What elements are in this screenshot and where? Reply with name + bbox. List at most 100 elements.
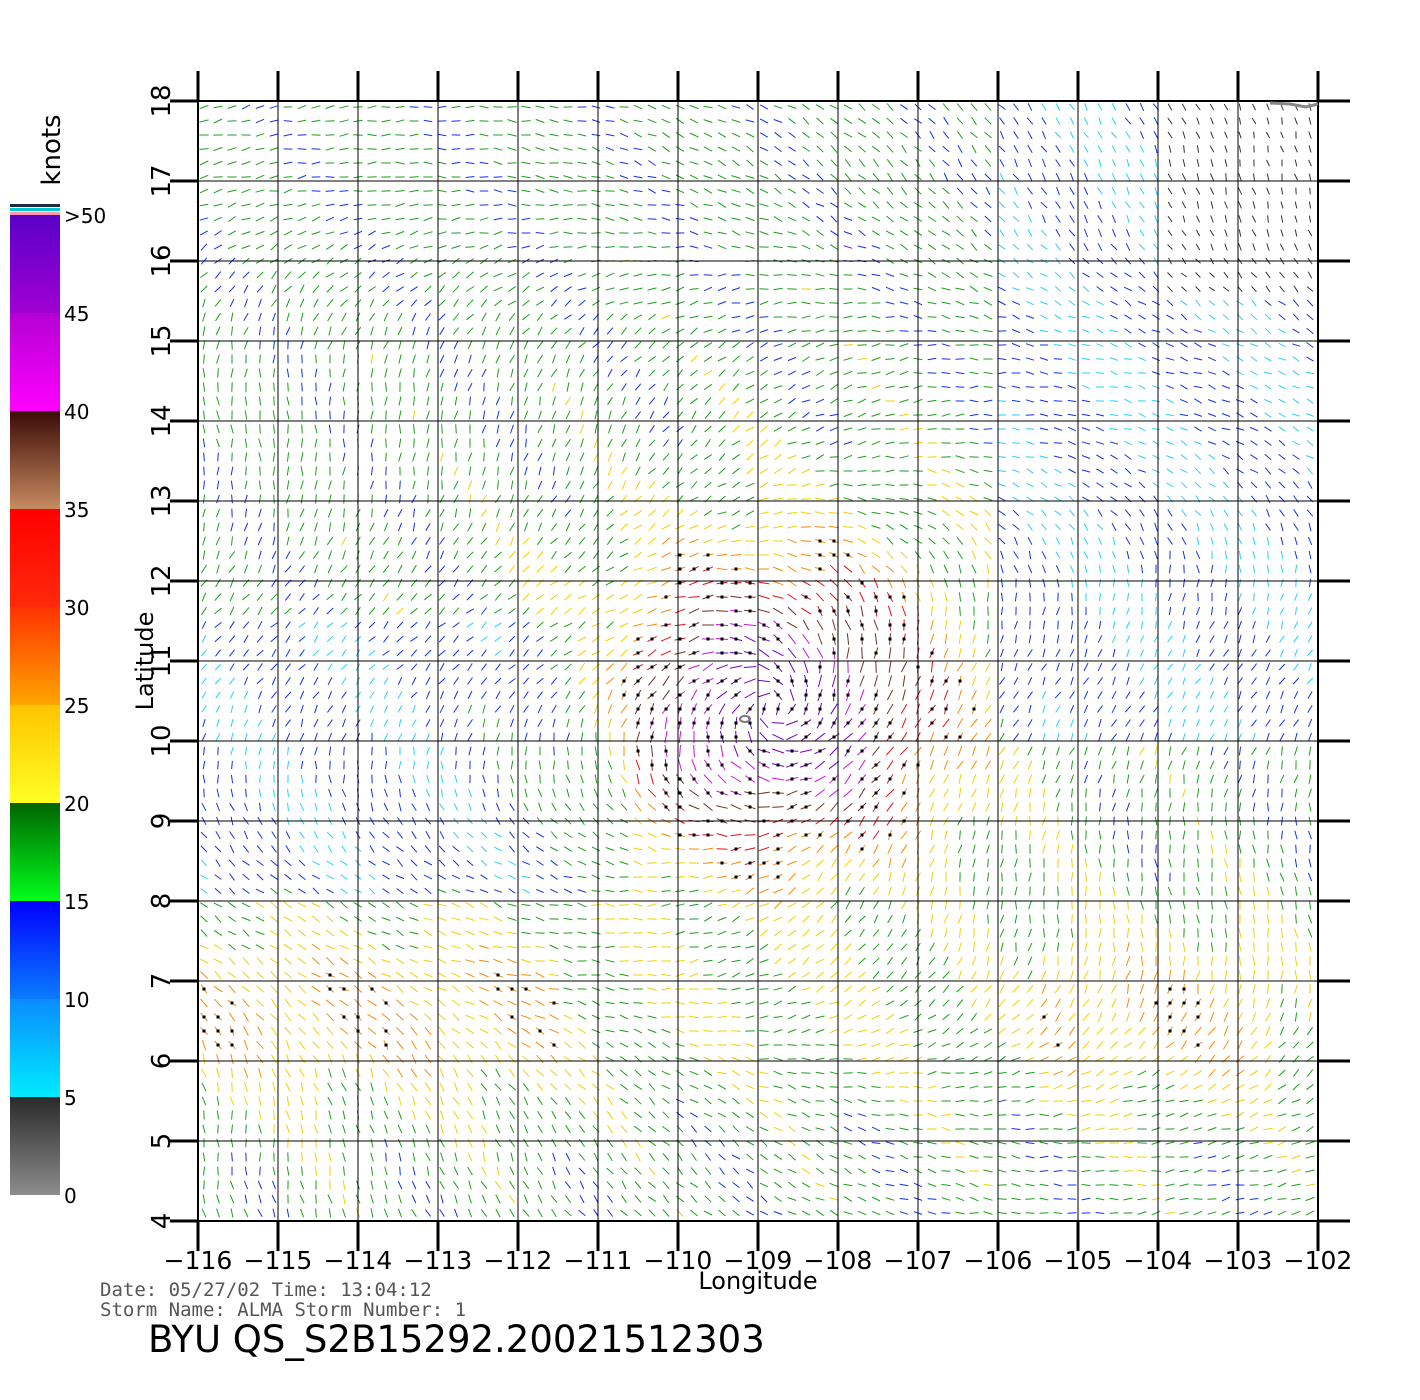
wind-vector (563, 846, 573, 852)
wind-vector (703, 902, 713, 908)
wind-vector (549, 105, 559, 109)
wind-vector (787, 426, 797, 432)
wind-vector (649, 410, 655, 420)
wind-vector (423, 860, 433, 866)
wind-vector (1110, 386, 1118, 388)
wind-vector (451, 189, 461, 193)
wind-vector (328, 494, 332, 504)
wind-vector (384, 760, 388, 770)
wind-vector (521, 958, 531, 964)
wind-vector (1028, 704, 1032, 714)
wind-vector (524, 732, 528, 742)
wind-vector (551, 480, 557, 490)
wind-vector (329, 396, 331, 406)
wind-vector (1196, 522, 1200, 532)
wind-vector (286, 452, 290, 462)
wind-vector (633, 847, 643, 851)
wind-vector (1025, 315, 1035, 319)
wind-vector (325, 190, 335, 192)
wind-vector (1183, 858, 1185, 868)
wind-vector (201, 663, 207, 671)
wind-vector (787, 633, 797, 645)
wind-vector (1294, 145, 1298, 153)
wind-vector (690, 355, 698, 363)
wind-vector (1124, 414, 1132, 416)
wind-vector (619, 118, 629, 124)
wind-vector (690, 369, 698, 377)
wind-vector (830, 131, 838, 139)
wind-vector (367, 133, 377, 137)
wind-vector (215, 312, 221, 322)
wind-vector (577, 133, 587, 137)
wind-vector (971, 956, 977, 966)
wind-vector (1097, 242, 1103, 252)
wind-vector (494, 565, 502, 573)
wind-vector (396, 621, 404, 629)
wind-vector (467, 732, 473, 742)
wind-vector (549, 846, 559, 852)
wind-vector (1167, 173, 1173, 181)
wind-vector (1223, 509, 1229, 517)
wind-vector (258, 298, 262, 308)
wind-vector (943, 564, 949, 574)
wind-vector (928, 117, 936, 125)
wind-vector (1081, 399, 1091, 403)
wind-vector (508, 664, 516, 670)
wind-vector (801, 859, 811, 867)
wind-vector (1096, 468, 1104, 474)
wind-vector (1306, 398, 1314, 404)
wind-vector (619, 509, 629, 517)
wind-vector (815, 273, 825, 277)
wind-vector (521, 917, 531, 921)
wind-vector (1098, 593, 1102, 601)
wind-vector (1208, 286, 1216, 292)
wind-vector (1209, 663, 1215, 671)
wind-vector (1138, 481, 1146, 489)
wind-vector (1181, 286, 1187, 292)
wind-vector (1193, 357, 1203, 361)
wind-vector (367, 204, 377, 206)
wind-vector (1152, 428, 1160, 430)
wind-vector (1124, 509, 1132, 517)
wind-vector (901, 886, 907, 896)
wind-vector (243, 634, 249, 644)
wind-vector (480, 494, 488, 504)
wind-vector (524, 774, 528, 784)
wind-vector (1112, 565, 1116, 573)
wind-vector (231, 536, 233, 546)
wind-vector (746, 411, 754, 419)
wind-vector (327, 719, 333, 727)
wind-vector (200, 888, 208, 894)
wind-vector (662, 439, 670, 447)
wind-vector (787, 915, 797, 923)
wind-vector (243, 326, 249, 336)
wind-vector (987, 858, 989, 868)
wind-vector (1112, 676, 1116, 686)
wind-vector (1235, 440, 1245, 446)
wind-vector (745, 510, 755, 516)
wind-vector (199, 104, 209, 110)
wind-vector (1266, 872, 1270, 882)
wind-vector (1210, 536, 1214, 546)
wind-vector (815, 483, 825, 487)
wind-vector (717, 524, 727, 530)
wind-vector (465, 959, 475, 963)
wind-vector (467, 382, 473, 392)
wind-vector (440, 466, 444, 476)
wind-vector (689, 538, 699, 544)
wind-vector (271, 648, 277, 658)
wind-vector (1140, 578, 1144, 588)
wind-vector (648, 327, 656, 335)
wind-vector (440, 522, 444, 532)
wind-vector (228, 915, 236, 923)
wind-vector (1141, 955, 1143, 967)
wind-vector (1127, 900, 1129, 910)
wind-vector (1266, 229, 1270, 237)
wind-vector (969, 302, 979, 304)
wind-vector (773, 202, 783, 208)
wind-vector (523, 522, 529, 532)
wind-vector (1250, 356, 1258, 362)
wind-vector (1027, 732, 1033, 742)
wind-vector (830, 845, 838, 853)
wind-vector (426, 466, 430, 476)
